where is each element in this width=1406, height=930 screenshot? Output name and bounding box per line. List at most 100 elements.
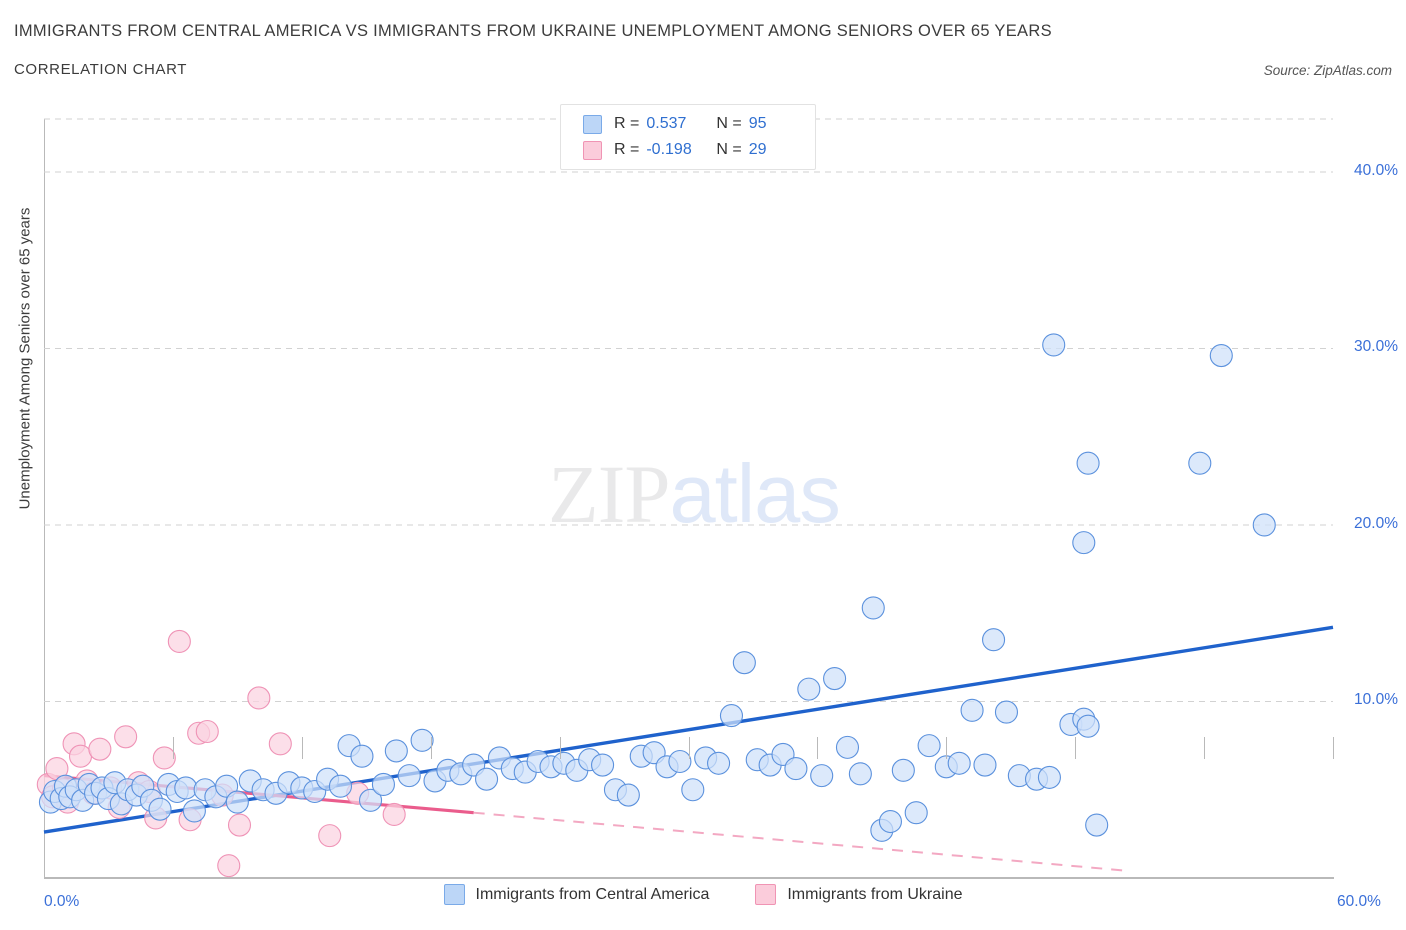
scatter-point[interactable] [878,809,902,834]
scatter-point[interactable] [1072,531,1096,555]
x-axis-tick [430,737,432,759]
scatter-point[interactable] [1076,451,1100,475]
n-value-blue: 95 [748,115,767,132]
scatter-point[interactable] [114,725,138,749]
series-legend: Immigrants from Central America Immigran… [0,884,1406,905]
scatter-point[interactable] [217,854,241,878]
x-axis-tick [44,737,45,759]
scatter-point[interactable] [225,790,249,814]
scatter-point[interactable] [904,801,928,825]
x-axis-line [44,877,1334,879]
trendline-extension [473,811,1129,872]
scatter-point[interactable] [227,813,252,837]
y-tick-label: 30.0% [1354,338,1398,356]
scatter-point[interactable] [947,751,971,775]
scatter-point[interactable] [810,764,834,788]
scatter-point[interactable] [328,774,353,798]
scatter-point[interactable] [835,735,860,759]
page-subtitle: CORRELATION CHART [14,61,187,78]
scatter-point[interactable] [917,734,941,758]
scatter-point[interactable] [475,767,499,791]
r-value-pink: -0.198 [646,141,692,158]
r-label-pink: R = [614,141,640,158]
scatter-point[interactable] [1085,813,1109,837]
scatter-point[interactable] [861,596,885,620]
scatter-layer [36,333,1334,878]
y-tick-label: 40.0% [1354,161,1398,179]
scatter-point[interactable] [167,629,191,654]
scatter-point[interactable] [668,749,692,774]
series-swatch-pink [755,884,777,905]
legend-swatch-blue [583,114,602,134]
scatter-point[interactable] [215,774,239,798]
scatter-point[interactable] [616,783,640,807]
scatter-point[interactable] [174,776,198,800]
x-axis-tick [1333,737,1334,759]
n-label-blue: N = [716,115,742,132]
scatter-point[interactable] [797,677,821,701]
x-tick-label-max: 60.0% [1337,893,1381,910]
scatter-point[interactable] [848,762,872,786]
scatter-point[interactable] [350,744,374,768]
page-title: IMMIGRANTS FROM CENTRAL AMERICA VS IMMIG… [14,22,1052,40]
scatter-point[interactable] [318,824,342,848]
scatter-point[interactable] [247,686,271,710]
x-axis-tick [301,737,303,759]
scatter-point[interactable] [681,778,705,802]
scatter-point[interactable] [823,666,847,691]
scatter-point[interactable] [1042,333,1066,357]
scatter-point[interactable] [719,704,744,728]
scatter-point[interactable] [1209,343,1233,368]
scatter-point[interactable] [707,751,731,775]
scatter-point[interactable] [382,802,406,827]
scatter-point[interactable] [1188,451,1212,475]
x-tick-label-min: 0.0% [44,893,80,910]
series-label-central-america: Immigrants from Central America [475,885,710,903]
plot-area [36,118,1334,878]
scatter-point[interactable] [358,788,383,812]
y-tick-label: 10.0% [1354,691,1398,709]
scatter-point[interactable] [195,719,219,744]
scatter-point[interactable] [397,764,421,788]
scatter-point[interactable] [371,772,395,796]
source-attribution: Source: ZipAtlas.com [1263,63,1392,78]
scatter-point[interactable] [732,651,756,675]
y-axis-title: Unemployment Among Seniors over 65 years [16,207,34,510]
r-label-blue: R = [614,115,640,132]
r-value-blue: 0.537 [646,115,687,132]
scatter-point[interactable] [1037,765,1061,789]
scatter-point[interactable] [152,746,176,770]
y-tick-label: 20.0% [1354,514,1398,532]
scatter-point[interactable] [973,753,997,777]
series-legend-item-central-america[interactable]: Immigrants from Central America [443,884,710,905]
n-value-pink: 29 [748,141,767,158]
scatter-point[interactable] [784,757,808,781]
x-axis-tick [688,737,690,759]
x-axis-tick [946,737,948,759]
scatter-point[interactable] [182,799,206,823]
scatter-point[interactable] [1076,714,1100,738]
scatter-point[interactable] [1252,513,1276,537]
series-swatch-blue [443,884,465,905]
scatter-point[interactable] [88,737,112,761]
scatter-point[interactable] [384,739,408,763]
scatter-point[interactable] [891,758,915,782]
scatter-point[interactable] [982,628,1006,652]
correlation-stats-legend: R = 0.537 N = 95 R = -0.198 N = 29 [560,104,816,170]
scatter-point[interactable] [591,753,615,777]
scatter-point[interactable] [68,744,93,768]
x-axis-tick [817,737,819,759]
scatter-point[interactable] [410,728,434,752]
x-axis-tick [172,737,174,759]
scatter-point[interactable] [994,700,1019,724]
series-legend-item-ukraine[interactable]: Immigrants from Ukraine [755,884,963,905]
scatter-point[interactable] [960,698,984,722]
n-label-pink: N = [716,141,742,158]
x-axis-tick [1204,737,1206,759]
scatter-point[interactable] [148,797,172,821]
scatter-point[interactable] [268,732,292,756]
y-axis-line [44,119,45,878]
legend-row-central-america: R = 0.537 N = 95 [583,111,815,137]
legend-swatch-pink [583,140,602,160]
